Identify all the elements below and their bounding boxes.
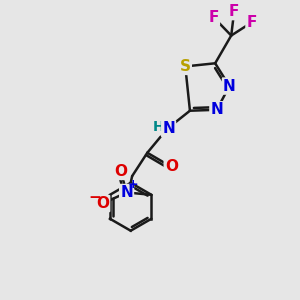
- Text: O: O: [165, 159, 178, 174]
- Text: F: F: [229, 4, 239, 19]
- Text: −: −: [88, 190, 101, 205]
- Text: F: F: [247, 15, 257, 30]
- Text: +: +: [128, 178, 138, 191]
- Text: H: H: [153, 120, 164, 134]
- Text: O: O: [96, 196, 109, 211]
- Text: N: N: [162, 121, 175, 136]
- Text: N: N: [120, 185, 133, 200]
- Text: O: O: [114, 164, 127, 179]
- Text: N: N: [210, 102, 223, 117]
- Text: S: S: [180, 59, 191, 74]
- Text: N: N: [223, 79, 236, 94]
- Text: F: F: [208, 10, 219, 25]
